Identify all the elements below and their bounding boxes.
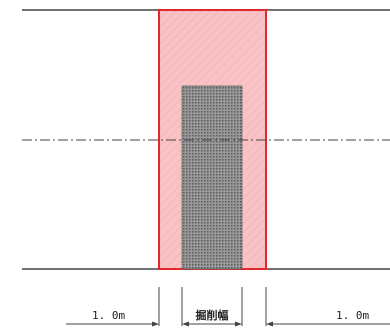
dim-arrow-center-right bbox=[235, 321, 242, 327]
dim-label-center: 掘削幅 bbox=[196, 308, 229, 322]
pipe-structure bbox=[181, 85, 243, 270]
dim-label-left: 1. 0m bbox=[92, 309, 125, 322]
dim-arrow-center-left bbox=[182, 321, 189, 327]
dim-arrow-right bbox=[266, 321, 273, 327]
dim-arrow-left bbox=[152, 321, 159, 327]
dim-label-right: 1. 0m bbox=[336, 309, 369, 322]
